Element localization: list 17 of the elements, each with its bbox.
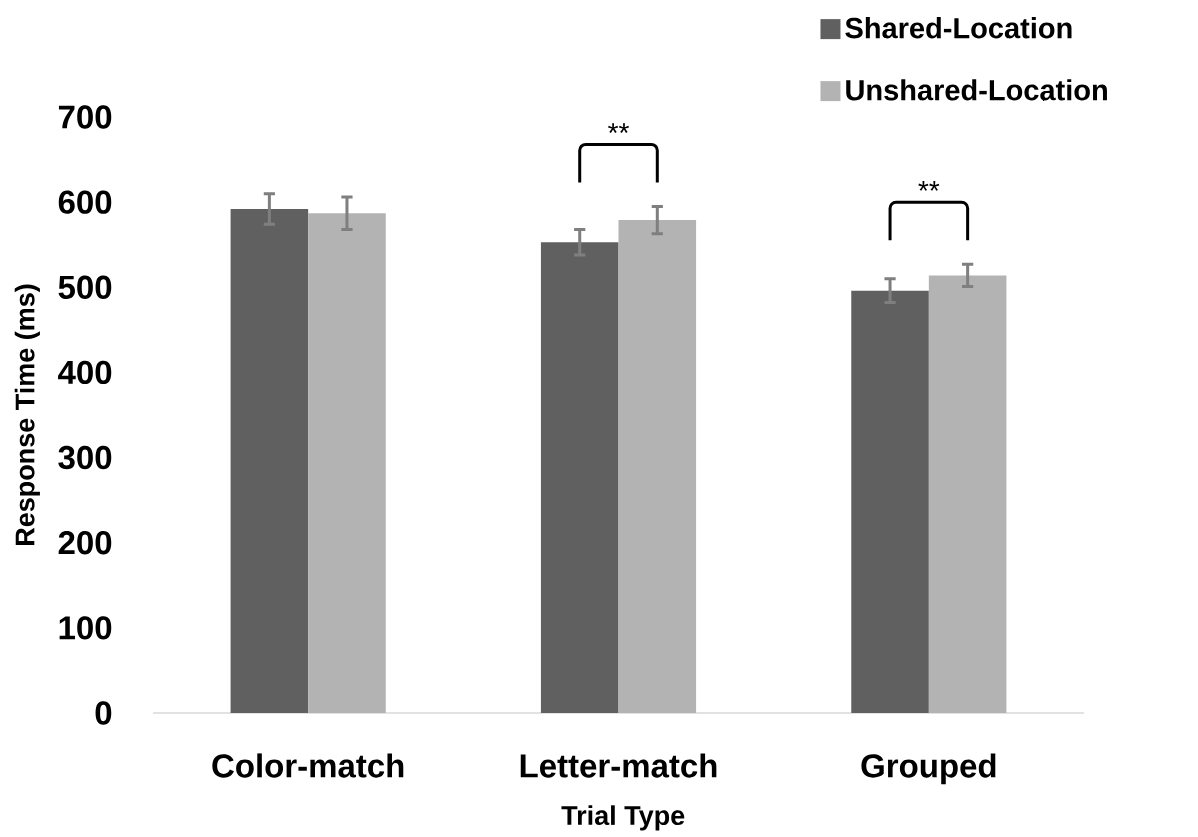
- y-tick-label: 200: [58, 531, 112, 555]
- legend-label: Shared-Location: [845, 17, 1072, 39]
- y-tick-label: 600: [58, 190, 112, 214]
- x-tick-label: Color-match: [212, 753, 404, 778]
- y-tick-label: 500: [58, 275, 112, 299]
- annotation: **: [608, 123, 629, 133]
- annotation: **: [918, 181, 940, 191]
- legend-label: Unshared-Location: [846, 79, 1107, 101]
- y-axis-title: Response Time (ms): [14, 284, 40, 545]
- y-tick-label: 0: [95, 701, 112, 725]
- y-tick-label: 300: [58, 445, 112, 470]
- x-tick-label: Letter-match: [520, 753, 717, 778]
- y-tick-label: 400: [58, 360, 112, 385]
- x-tick-label: Grouped: [861, 753, 996, 785]
- y-tick-label: 700: [58, 105, 112, 129]
- x-axis-title: Trial Type: [561, 805, 685, 831]
- y-tick-label: 100: [59, 616, 112, 640]
